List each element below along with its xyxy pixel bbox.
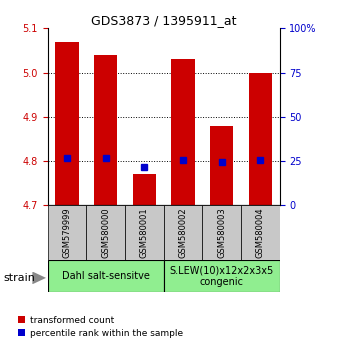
- Bar: [125, 205, 164, 260]
- Bar: [249, 73, 272, 205]
- Bar: [48, 260, 164, 292]
- Bar: [210, 126, 233, 205]
- Legend: transformed count, percentile rank within the sample: transformed count, percentile rank withi…: [18, 316, 183, 338]
- Bar: [164, 205, 202, 260]
- Bar: [48, 205, 86, 260]
- Bar: [94, 55, 117, 205]
- Text: S.LEW(10)x12x2x3x5
congenic: S.LEW(10)x12x2x3x5 congenic: [169, 265, 274, 287]
- Text: GSM579999: GSM579999: [62, 207, 72, 258]
- Text: GSM580001: GSM580001: [140, 207, 149, 258]
- Text: strain: strain: [3, 273, 35, 283]
- Bar: [56, 41, 79, 205]
- Bar: [202, 205, 241, 260]
- Text: GSM580004: GSM580004: [256, 207, 265, 258]
- Bar: [164, 260, 280, 292]
- Text: GSM580003: GSM580003: [217, 207, 226, 258]
- Title: GDS3873 / 1395911_at: GDS3873 / 1395911_at: [91, 14, 236, 27]
- Bar: [133, 175, 156, 205]
- Text: GSM580000: GSM580000: [101, 207, 110, 258]
- Polygon shape: [32, 272, 46, 284]
- Text: GSM580002: GSM580002: [178, 207, 188, 258]
- Text: Dahl salt-sensitve: Dahl salt-sensitve: [62, 271, 150, 281]
- Bar: [172, 59, 195, 205]
- Bar: [86, 205, 125, 260]
- Bar: [241, 205, 280, 260]
